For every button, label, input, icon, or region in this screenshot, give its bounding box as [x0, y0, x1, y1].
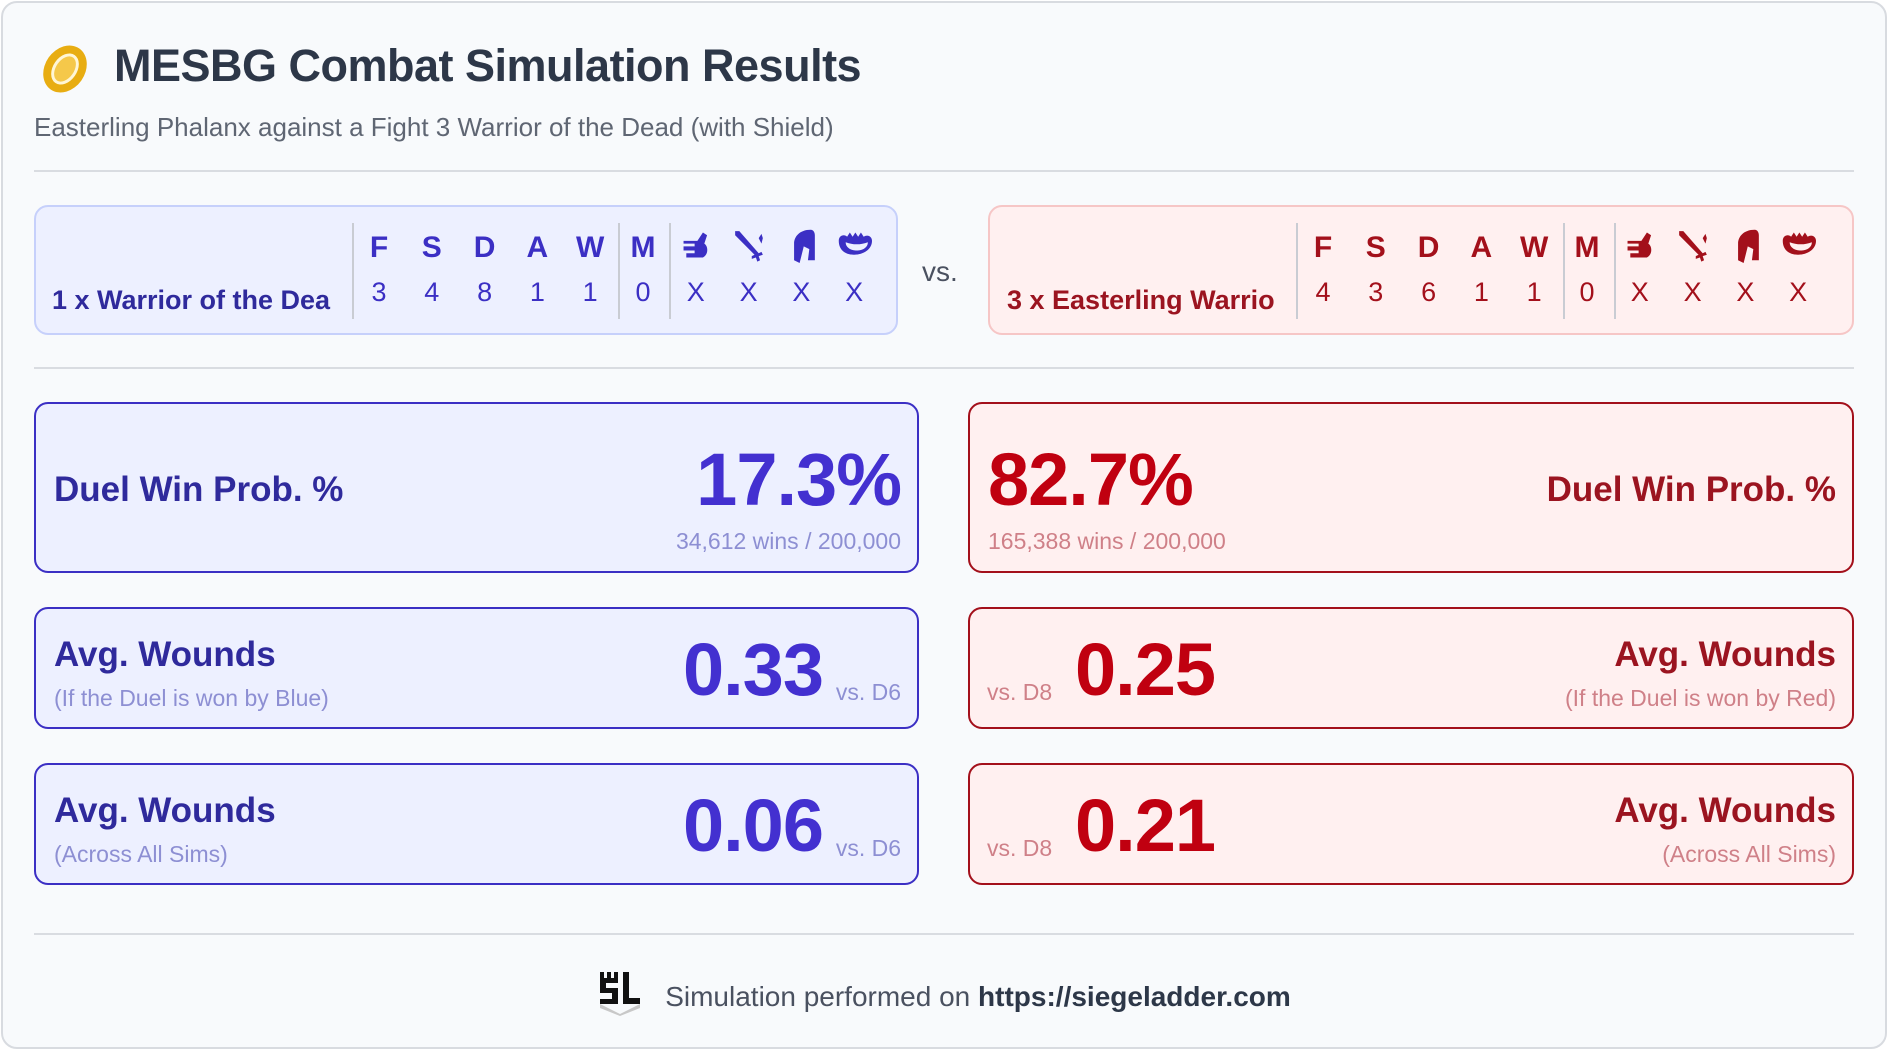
- special-rule-value: X: [739, 277, 758, 307]
- wounds-label: Avg. Wounds: [54, 635, 276, 674]
- siegeladder-logo-icon: [597, 970, 643, 1023]
- divider: [34, 933, 1854, 935]
- vs-defence: vs. D6: [835, 835, 901, 861]
- siegeladder-link[interactable]: https://siegeladder.com: [978, 980, 1291, 1012]
- special-rule-value: X: [845, 277, 864, 307]
- stat-value-w: 1: [582, 277, 598, 307]
- red-win-pct: 82.7%: [988, 438, 1194, 521]
- separator: [1614, 223, 1616, 319]
- red-profile-card: 3 x Easterling Warrio F 4 S 3 D 6 A 1 W 1 M 0…: [988, 205, 1854, 335]
- duel-label: Duel Win Prob. %: [54, 470, 344, 509]
- stat-value-a: 1: [529, 277, 545, 307]
- separator: [352, 223, 354, 319]
- separator: [1296, 223, 1298, 319]
- special-rule-value: X: [1736, 277, 1755, 307]
- wounds-sub: (If the Duel is won by Red): [1564, 685, 1836, 711]
- blue-duel-card: Duel Win Prob. % 17.3% 34,612 wins / 200…: [34, 402, 919, 573]
- footer-text: Simulation performed on: [665, 980, 971, 1012]
- sword-icon: [724, 227, 774, 265]
- stat-value-m: 0: [635, 277, 651, 307]
- stat-value-f: 3: [371, 277, 387, 307]
- separator: [669, 223, 671, 319]
- stat-header-w: W: [1520, 231, 1549, 264]
- blue-wounds-value: 0.06: [682, 784, 824, 867]
- special-rule-value: X: [1789, 277, 1808, 307]
- stat-header-m: M: [630, 231, 656, 264]
- red-wounds-value: 0.21: [1075, 784, 1216, 867]
- stat-value-d: 6: [1421, 277, 1437, 307]
- horse-head-icon: [1720, 227, 1770, 265]
- stat-value-d: 8: [477, 277, 493, 307]
- stat-header-s: S: [421, 231, 442, 264]
- stat-value-s: 4: [424, 277, 440, 307]
- vs-label: vs.: [922, 256, 958, 287]
- footer: Simulation performed on https://siegelad…: [0, 970, 1888, 1023]
- stat-header-w: W: [576, 231, 605, 264]
- special-rule-value: X: [792, 277, 811, 307]
- page-subtitle: Easterling Phalanx against a Fight 3 War…: [34, 112, 834, 142]
- hand-icon: [671, 227, 721, 265]
- jaws-icon: [1773, 227, 1823, 265]
- one-ring-icon: [36, 42, 94, 96]
- blue-unit-name: 1 x Warrior of the Dea: [52, 285, 331, 315]
- divider: [34, 367, 1854, 369]
- stat-header-d: D: [1417, 231, 1440, 264]
- duel-label: Duel Win Prob. %: [1546, 470, 1836, 509]
- special-rule-value: X: [1630, 277, 1649, 307]
- blue-wounds-all-card: Avg. Wounds (Across All Sims) 0.06 vs. D…: [34, 763, 919, 885]
- wounds-sub: (Across All Sims): [54, 841, 228, 867]
- wounds-sub: (Across All Sims): [1662, 841, 1836, 867]
- red-unit-name: 3 x Easterling Warrio: [1007, 285, 1275, 315]
- special-rule-value: X: [1683, 277, 1702, 307]
- vs-defence: vs. D6: [835, 679, 901, 705]
- horse-head-icon: [776, 227, 826, 265]
- stat-value-a: 1: [1473, 277, 1489, 307]
- separator: [1563, 223, 1565, 319]
- stat-header-f: F: [369, 231, 389, 264]
- blue-wounds-value: 0.33: [682, 628, 824, 711]
- special-rule-value: X: [686, 277, 705, 307]
- blue-win-count: 34,612 wins / 200,000: [675, 528, 901, 554]
- wounds-label: Avg. Wounds: [54, 791, 276, 830]
- stat-header-d: D: [473, 231, 496, 264]
- separator: [618, 223, 620, 319]
- stat-header-m: M: [1574, 231, 1600, 264]
- stat-header-f: F: [1313, 231, 1333, 264]
- page-title: MESBG Combat Simulation Results: [114, 40, 862, 91]
- stat-value-w: 1: [1526, 277, 1542, 307]
- stat-header-a: A: [1470, 231, 1493, 264]
- red-wounds-won-card: vs. D8 0.25 Avg. Wounds (If the Duel is …: [968, 607, 1854, 729]
- red-wounds-all-card: vs. D8 0.21 Avg. Wounds (Across All Sims…: [968, 763, 1854, 885]
- red-wounds-value: 0.25: [1075, 628, 1216, 711]
- wounds-sub: (If the Duel is won by Blue): [54, 685, 329, 711]
- wounds-label: Avg. Wounds: [1614, 791, 1836, 830]
- jaws-icon: [829, 227, 879, 265]
- stat-header-s: S: [1365, 231, 1386, 264]
- stat-value-s: 3: [1368, 277, 1384, 307]
- blue-win-pct: 17.3%: [696, 438, 902, 521]
- stat-value-m: 0: [1579, 277, 1595, 307]
- blue-wounds-won-card: Avg. Wounds (If the Duel is won by Blue)…: [34, 607, 919, 729]
- wounds-label: Avg. Wounds: [1614, 635, 1836, 674]
- red-win-count: 165,388 wins / 200,000: [988, 528, 1226, 554]
- stat-value-f: 4: [1315, 277, 1331, 307]
- stat-header-a: A: [526, 231, 549, 264]
- divider: [34, 170, 1854, 172]
- sword-icon: [1668, 227, 1718, 265]
- red-duel-card: 82.7% 165,388 wins / 200,000 Duel Win Pr…: [968, 402, 1854, 573]
- hand-icon: [1615, 227, 1665, 265]
- vs-defence: vs. D8: [987, 835, 1053, 861]
- vs-defence: vs. D8: [987, 679, 1053, 705]
